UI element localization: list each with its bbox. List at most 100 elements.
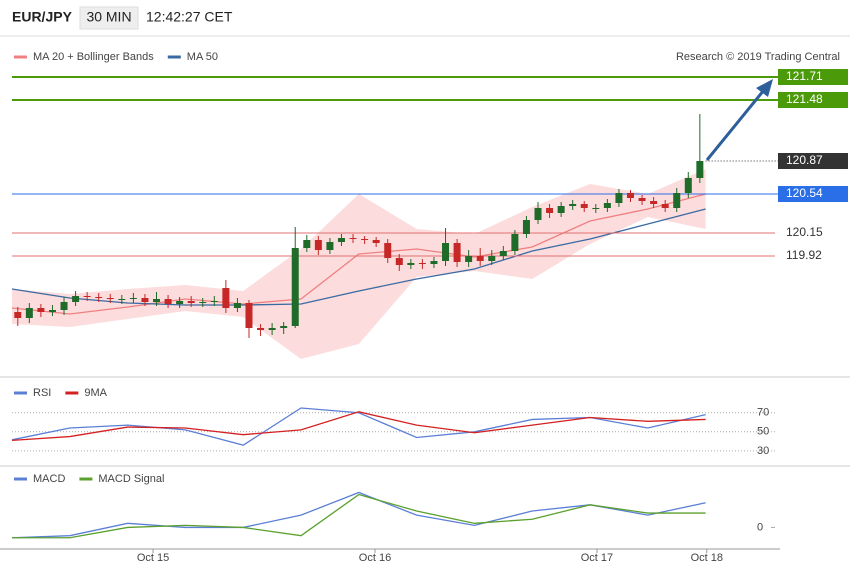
y-tick-label: 70 [757, 407, 769, 419]
level-label: 119.92 [786, 248, 822, 262]
candle-body [615, 193, 623, 203]
y-tick-label: 30 [757, 445, 769, 457]
legend-label: MACD [33, 473, 65, 485]
level-label: 120.15 [786, 225, 823, 239]
candle-body [164, 299, 172, 304]
level-label-box [778, 186, 848, 202]
candle-body [499, 251, 507, 256]
candle-body [476, 256, 484, 261]
x-tick-label: Oct 18 [691, 552, 723, 564]
candle-body [430, 261, 438, 264]
candle-body [118, 299, 126, 300]
indicator-line [11, 411, 706, 442]
candle-body [488, 256, 496, 261]
candle-body [361, 239, 369, 240]
candle-body [395, 258, 403, 265]
candle-body [37, 308, 45, 312]
x-tick-label: Oct 15 [137, 552, 169, 564]
candle-body [465, 256, 473, 262]
arrow-line [705, 89, 766, 161]
candle-body [222, 288, 230, 308]
candle-body [372, 240, 380, 243]
candle-body [60, 302, 68, 310]
level-label: 120.87 [786, 153, 823, 167]
candle-body [291, 248, 299, 326]
candle-body [661, 204, 669, 208]
candle-body [257, 328, 265, 330]
candle-body [83, 296, 91, 297]
candle-body [673, 193, 681, 208]
legend-label: MA 50 [187, 51, 218, 63]
candle-body [129, 298, 137, 299]
candle-body [534, 208, 542, 220]
candle-body [106, 298, 114, 299]
candle-body [233, 303, 241, 308]
ma-line [11, 193, 706, 315]
indicator-line [12, 493, 706, 539]
candle-body [72, 296, 80, 302]
legend-label: MA 20 + Bollinger Bands [33, 51, 154, 63]
candle-body [210, 301, 218, 302]
candle-body [268, 328, 276, 330]
candle-body [303, 240, 311, 248]
y-tick-label: 0 [757, 521, 763, 533]
interval: 30 MIN [86, 9, 131, 25]
candle-body [187, 301, 195, 303]
y-tick-label: 50 [757, 426, 769, 438]
level-label-box [778, 92, 848, 108]
level-label-box [778, 69, 848, 85]
candle-body [511, 234, 519, 251]
x-tick-label: Oct 16 [359, 552, 391, 564]
candle-body [314, 240, 322, 250]
candle-body [176, 301, 184, 304]
candle-body [684, 178, 692, 193]
ma-line [11, 208, 706, 306]
arrow-head [756, 79, 773, 97]
level-label: 121.71 [786, 69, 823, 83]
candle-body [349, 238, 357, 239]
legend-label: MACD Signal [98, 473, 164, 485]
candle-body [407, 263, 415, 265]
candle-body [522, 220, 530, 234]
level-label: 121.48 [786, 92, 823, 106]
candle-body [25, 308, 33, 318]
candle-body [650, 201, 658, 204]
candle-body [626, 193, 634, 198]
candle-body [337, 238, 345, 242]
candle-body [326, 242, 334, 250]
candle-body [384, 243, 392, 258]
candle-body [557, 206, 565, 213]
candle-body [546, 208, 554, 213]
level-label: 120.54 [786, 186, 823, 200]
candle-body [453, 243, 461, 262]
candle-body [153, 299, 161, 302]
interval-box [79, 6, 139, 30]
candle-body [638, 198, 646, 201]
candle-body [14, 312, 22, 318]
candle-body [199, 302, 207, 303]
time: 12:42:27 CET [146, 9, 233, 25]
candle-body [603, 203, 611, 208]
x-tick-label: Oct 17 [581, 552, 613, 564]
candle-body [442, 243, 450, 261]
candle-body [141, 298, 149, 302]
projection-arrow [705, 79, 773, 161]
candle-body [418, 263, 426, 264]
candle-body [569, 204, 577, 206]
symbol: EUR/JPY [12, 9, 73, 25]
candle-body [280, 326, 288, 328]
legend-label: 9MA [84, 387, 107, 399]
legend-label: RSI [33, 387, 51, 399]
candle-body [696, 161, 704, 178]
candle-body [95, 297, 103, 298]
candle-body [245, 303, 253, 328]
credit: Research © 2019 Trading Central [676, 51, 840, 63]
candle-body [580, 204, 588, 208]
level-label-box [778, 153, 848, 169]
candle-body [592, 208, 600, 209]
bollinger-band [12, 169, 706, 359]
candle-body [48, 310, 56, 312]
plot-layer: MA 20 + Bollinger Bands MA 50 Research © 2… [11, 51, 848, 564]
